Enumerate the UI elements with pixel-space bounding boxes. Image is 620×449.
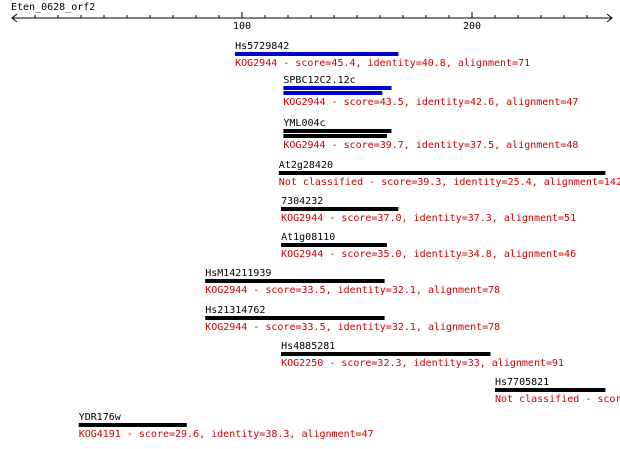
hit-annotation: KOG2944 - score=35.0, identity=34.8, ali… — [281, 249, 576, 260]
hit-row[interactable]: 7304232 KOG2944 - score=37.0, identity=37… — [281, 196, 576, 224]
hit-annotation: KOG2944 - score=45.4, identity=40.8, ali… — [235, 58, 530, 69]
hit-alignment-bar[interactable] — [78, 423, 187, 427]
axis-right-arrow-icon — [606, 13, 613, 23]
hit-annotation: KOG2944 - score=37.0, identity=37.3, ali… — [281, 213, 576, 224]
hit-name-link[interactable]: At2g28420 — [279, 160, 333, 171]
hit-row[interactable]: Hs21314762 KOG2944 - score=33.5, identity… — [205, 305, 500, 333]
hit-name-link[interactable]: Hs4885281 — [281, 341, 335, 352]
hit-name-link[interactable]: SPBC12C2.12c — [283, 75, 355, 86]
hit-alignment-bar[interactable] — [205, 316, 385, 320]
hit-name-link[interactable]: YML004c — [283, 118, 325, 129]
hit-annotation: KOG2250 - score=32.3, identity=33, align… — [281, 358, 564, 369]
hit-alignment-bar[interactable] — [278, 171, 606, 175]
hit-row[interactable]: YDR176w KOG4191 - score=29.6, identity=38… — [78, 412, 374, 440]
hit-annotation: KOG2944 - score=43.5, identity=42.6, ali… — [283, 97, 578, 108]
hit-row[interactable]: At2g28420 Not classified - score=39.3, id… — [278, 160, 620, 188]
hit-alignment-bar[interactable] — [283, 134, 387, 138]
hit-list: Hs5729842 KOG2944 - score=45.4, identity=… — [78, 41, 620, 440]
hit-alignment-bar[interactable] — [235, 52, 399, 56]
hit-row[interactable]: HsM14211939 KOG2944 - score=33.5, identit… — [205, 268, 500, 296]
hit-annotation: Not classified - score — [495, 394, 620, 405]
hit-annotation: KOG2944 - score=33.5, identity=32.1, ali… — [205, 322, 500, 333]
hit-row[interactable]: At1g08110 KOG2944 - score=35.0, identity=… — [281, 232, 576, 260]
hit-alignment-bar[interactable] — [495, 388, 606, 392]
axis-left-arrow-icon — [11, 13, 18, 23]
hit-annotation: Not classified - score=39.3, identity=25… — [279, 177, 620, 188]
hit-row[interactable]: SPBC12C2.12c KOG2944 - score=43.5, identi… — [283, 75, 578, 108]
hit-name-link[interactable]: Hs5729842 — [235, 41, 289, 52]
hit-alignment-bar[interactable] — [281, 352, 491, 356]
hit-annotation: KOG4191 - score=29.6, identity=38.3, ali… — [79, 429, 374, 440]
hit-alignment-bar[interactable] — [205, 279, 385, 283]
hit-row[interactable]: YML004c KOG2944 - score=39.7, identity=37… — [283, 118, 578, 151]
hit-name-link[interactable]: YDR176w — [79, 412, 122, 423]
hit-alignment-bar[interactable] — [283, 91, 383, 95]
hit-name-link[interactable]: Hs7705821 — [495, 377, 549, 388]
hit-alignment-bar[interactable] — [281, 207, 399, 211]
hit-name-link[interactable]: 7304232 — [281, 196, 323, 207]
hit-name-link[interactable]: Hs21314762 — [205, 305, 265, 316]
sequence-axis: 100 200 — [11, 12, 613, 32]
hit-row[interactable]: Hs4885281 KOG2250 - score=32.3, identity=… — [281, 341, 564, 369]
hit-alignment-bar[interactable] — [281, 243, 387, 247]
hit-name-link[interactable]: HsM14211939 — [205, 268, 271, 279]
axis-tick-label: 200 — [463, 21, 481, 32]
query-label: Eten_0628_orf2 — [11, 2, 95, 13]
hit-row[interactable]: Hs7705821 Not classified - score — [495, 377, 620, 405]
axis-tick-label: 100 — [233, 21, 251, 32]
hit-annotation: KOG2944 - score=39.7, identity=37.5, ali… — [283, 140, 578, 151]
hit-alignment-bar[interactable] — [283, 86, 392, 90]
hit-alignment-bar[interactable] — [283, 129, 392, 133]
hit-annotation: KOG2944 - score=33.5, identity=32.1, ali… — [205, 285, 500, 296]
hit-name-link[interactable]: At1g08110 — [281, 232, 335, 243]
hit-row[interactable]: Hs5729842 KOG2944 - score=45.4, identity=… — [235, 41, 530, 69]
